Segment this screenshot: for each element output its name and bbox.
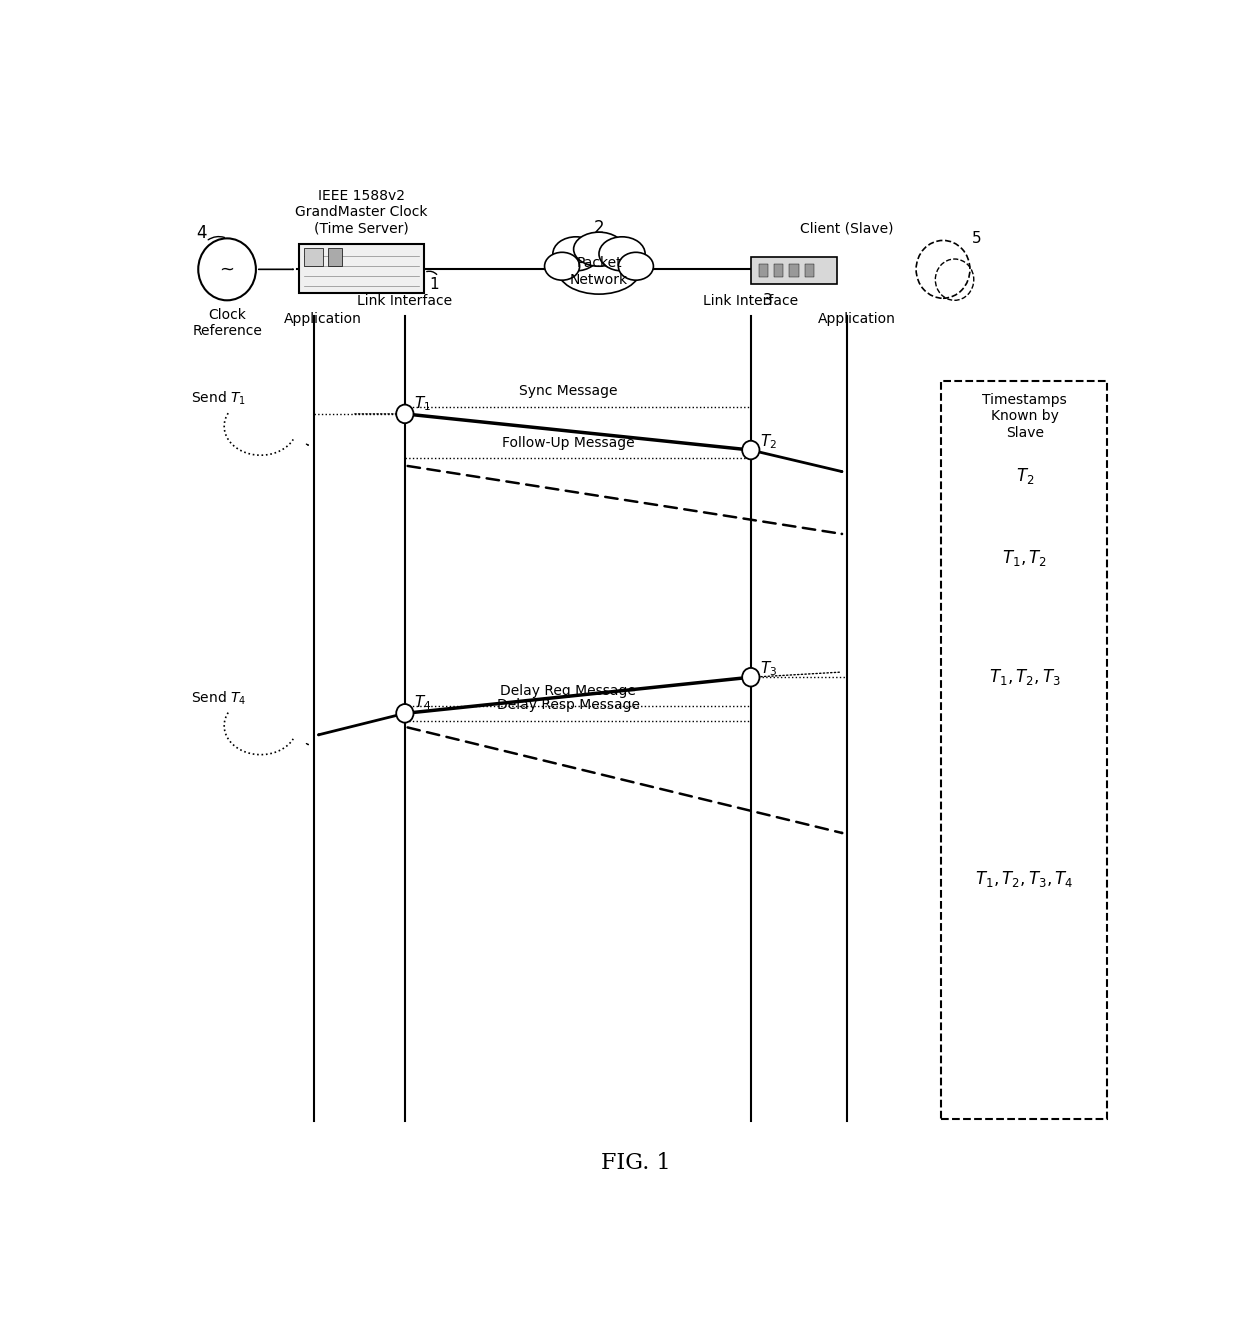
Text: IEEE 1588v2
GrandMaster Clock
(Time Server): IEEE 1588v2 GrandMaster Clock (Time Serv… (295, 189, 428, 235)
Text: Follow-Up Message: Follow-Up Message (502, 436, 635, 451)
Bar (751, 257, 837, 284)
Circle shape (397, 405, 413, 424)
Text: Application: Application (817, 312, 895, 326)
Text: 2: 2 (594, 219, 604, 237)
Ellipse shape (553, 237, 599, 271)
Bar (941, 381, 1107, 1120)
Ellipse shape (544, 252, 579, 280)
Ellipse shape (599, 237, 645, 271)
Circle shape (397, 704, 413, 723)
Text: 3: 3 (764, 294, 773, 308)
Bar (327, 248, 342, 266)
Bar (759, 264, 768, 278)
Text: 5: 5 (972, 231, 982, 245)
Text: Clock
Reference: Clock Reference (192, 307, 262, 338)
Text: Send $T_1$: Send $T_1$ (191, 390, 247, 408)
Text: $T_4$: $T_4$ (414, 693, 432, 712)
Text: Send $T_4$: Send $T_4$ (191, 689, 247, 707)
Text: Link Interface: Link Interface (357, 294, 453, 307)
Bar (774, 264, 784, 278)
Circle shape (743, 441, 759, 460)
Ellipse shape (574, 232, 625, 267)
Text: $T_1$: $T_1$ (414, 394, 432, 413)
Text: Delay Req Message: Delay Req Message (500, 684, 636, 697)
Text: $T_2$: $T_2$ (760, 432, 777, 451)
Circle shape (743, 668, 759, 687)
Text: $T_1, T_2, T_3$: $T_1, T_2, T_3$ (988, 668, 1060, 687)
Text: Application: Application (284, 312, 362, 326)
Ellipse shape (558, 244, 641, 294)
Text: Packet
Network: Packet Network (570, 256, 627, 287)
Text: FIG. 1: FIG. 1 (600, 1152, 671, 1173)
Text: ~: ~ (219, 260, 234, 279)
Text: 1: 1 (429, 278, 439, 292)
Text: $T_1, T_2, T_3, T_4$: $T_1, T_2, T_3, T_4$ (976, 869, 1074, 889)
Text: 4: 4 (196, 224, 206, 243)
Text: Sync Message: Sync Message (520, 385, 618, 398)
Text: $T_3$: $T_3$ (760, 660, 777, 679)
Bar (304, 248, 324, 266)
Text: Client (Slave): Client (Slave) (800, 221, 894, 235)
Bar (299, 244, 424, 294)
Text: $T_1, T_2$: $T_1, T_2$ (1002, 548, 1048, 569)
Text: Link Interface: Link Interface (703, 294, 799, 307)
Text: Delay Resp Message: Delay Resp Message (497, 699, 640, 712)
Bar (805, 264, 815, 278)
Text: Timestamps
Known by
Slave: Timestamps Known by Slave (982, 393, 1068, 440)
Ellipse shape (619, 252, 653, 280)
Text: $T_2$: $T_2$ (1016, 465, 1034, 485)
Bar (789, 264, 799, 278)
